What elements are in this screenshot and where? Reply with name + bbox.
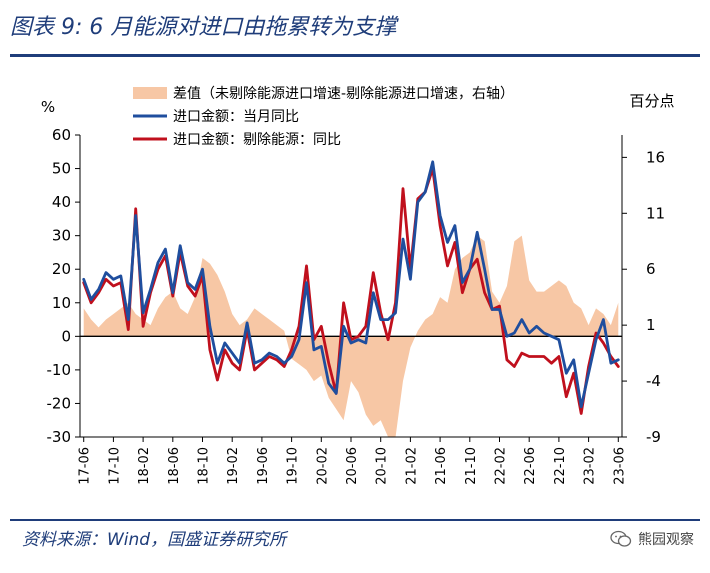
- x-tick-label: 17-10: [107, 447, 122, 485]
- watermark: 熊园观察: [610, 529, 694, 549]
- x-tick-label: 21-06: [434, 447, 449, 485]
- right-tick-label: 1: [646, 316, 656, 334]
- title-divider: [10, 54, 700, 57]
- source-note: 资料来源：Wind，国盛证券研究所: [22, 530, 287, 550]
- watermark-text: 熊园观察: [638, 532, 694, 548]
- x-tick-label: 23-02: [583, 447, 598, 485]
- right-tick-label: 16: [646, 148, 665, 166]
- right-tick-label: -4: [646, 372, 661, 390]
- left-axis-unit: %: [41, 98, 55, 116]
- legend-label-import-ex-energy: 进口金额：剔除能源：同比: [173, 132, 341, 148]
- legend-swatch-diff: [133, 87, 167, 99]
- x-tick-label: 20-02: [315, 447, 330, 485]
- x-tick-label: 22-02: [493, 447, 508, 485]
- x-tick-label: 18-06: [167, 447, 182, 485]
- right-tick-label: 11: [646, 204, 665, 222]
- legend-label-diff: 差值（未剔除能源进口增速-剔除能源进口增速，右轴）: [173, 86, 514, 102]
- x-tick-label: 20-10: [375, 447, 390, 485]
- x-tick-label: 18-10: [197, 447, 212, 485]
- left-tick-label: 20: [52, 260, 71, 278]
- left-tick-label: 30: [52, 227, 71, 245]
- x-tick-label: 19-10: [286, 447, 301, 485]
- left-tick-label: 50: [52, 160, 71, 178]
- x-tick-label: 19-06: [256, 447, 271, 485]
- x-tick-label: 23-06: [612, 447, 627, 485]
- x-tick-label: 17-06: [78, 447, 93, 485]
- legend-label-import-yoy: 进口金额：当月同比: [173, 109, 299, 125]
- x-tick-label: 22-06: [523, 447, 538, 485]
- left-tick-label: -20: [47, 394, 72, 412]
- import-yoy-line: [82, 160, 620, 409]
- x-tick-label: 18-02: [137, 447, 152, 485]
- wechat-icon: [610, 530, 632, 547]
- x-tick-label: 22-10: [553, 447, 568, 485]
- left-tick-label: -10: [47, 361, 72, 379]
- x-tick-label: 21-02: [404, 447, 419, 485]
- x-tick-label: 19-02: [226, 447, 241, 485]
- x-tick-label: 21-10: [464, 447, 479, 485]
- left-tick-label: -30: [47, 428, 72, 446]
- figure-title: 图表 9: 6 月能源对进口由拖累转为支撑: [10, 15, 397, 40]
- left-tick-label: 10: [52, 294, 71, 312]
- left-tick-label: 40: [52, 193, 71, 211]
- right-tick-label: -9: [646, 428, 661, 446]
- x-tick-label: 20-06: [345, 447, 360, 485]
- left-tick-label: 0: [61, 327, 71, 345]
- right-axis-unit: 百分点: [629, 92, 674, 110]
- left-tick-label: 60: [52, 126, 71, 144]
- footer-divider: [10, 519, 700, 521]
- right-tick-label: 6: [646, 260, 656, 278]
